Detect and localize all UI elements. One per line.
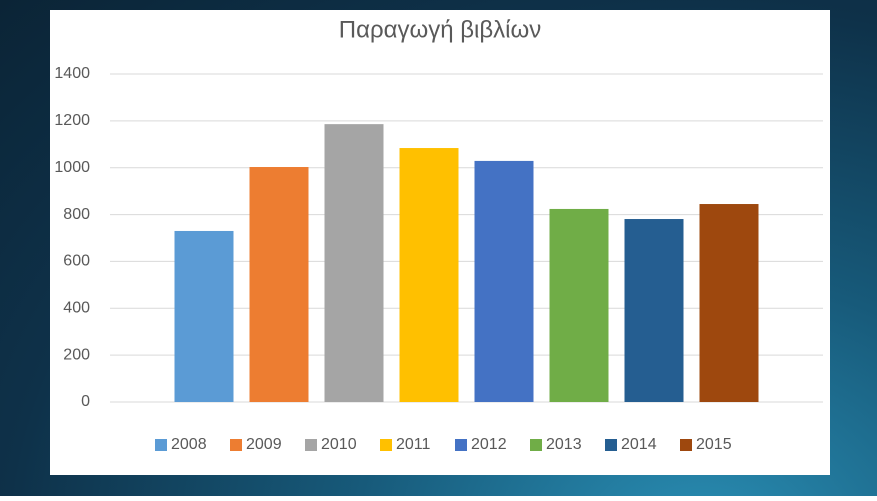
legend-swatch bbox=[380, 439, 392, 451]
chart-title: Παραγωγή βιβλίων bbox=[339, 16, 542, 43]
y-tick-label: 0 bbox=[81, 393, 90, 410]
legend-label: 2009 bbox=[246, 436, 282, 453]
legend-label: 2013 bbox=[546, 436, 582, 453]
legend-swatch bbox=[155, 439, 167, 451]
y-tick-label: 1000 bbox=[54, 159, 90, 176]
legend-label: 2012 bbox=[471, 436, 507, 453]
legend-swatch bbox=[530, 439, 542, 451]
y-tick-label: 400 bbox=[63, 300, 90, 317]
legend-swatch bbox=[605, 439, 617, 451]
legend-swatch bbox=[680, 439, 692, 451]
legend-label: 2011 bbox=[396, 436, 431, 453]
legend-label: 2014 bbox=[621, 436, 657, 453]
bar bbox=[474, 160, 534, 402]
bar bbox=[324, 124, 384, 402]
bar bbox=[549, 208, 609, 402]
bar bbox=[399, 148, 459, 402]
bar bbox=[174, 230, 234, 402]
legend-label: 2015 bbox=[696, 436, 732, 453]
y-tick-label: 800 bbox=[63, 206, 90, 223]
legend-swatch bbox=[305, 439, 317, 451]
y-tick-label: 600 bbox=[63, 253, 90, 270]
legend-swatch bbox=[455, 439, 467, 451]
y-tick-label: 200 bbox=[63, 346, 90, 363]
bar bbox=[624, 219, 684, 402]
legend-label: 2008 bbox=[171, 436, 207, 453]
y-tick-label: 1200 bbox=[54, 112, 90, 129]
legend-swatch bbox=[230, 439, 242, 451]
y-tick-label: 1400 bbox=[54, 65, 90, 82]
bar bbox=[249, 167, 309, 402]
bar bbox=[699, 204, 759, 402]
legend-label: 2010 bbox=[321, 436, 357, 453]
